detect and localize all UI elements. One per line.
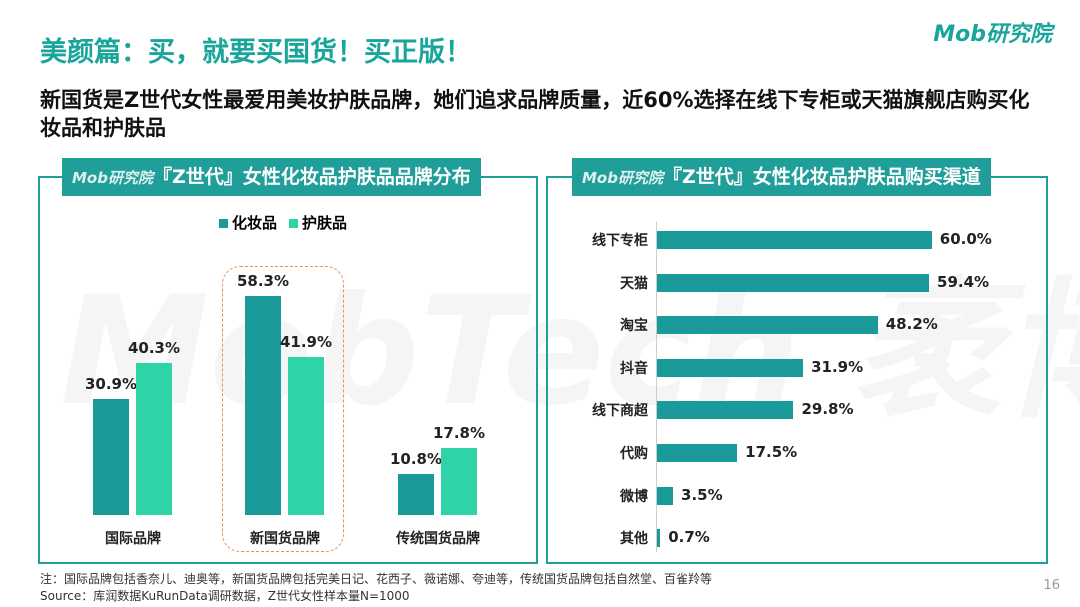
hbar-4 bbox=[657, 401, 794, 420]
data-label: 10.8% bbox=[389, 450, 443, 469]
category-label: 抖音 bbox=[620, 360, 648, 377]
category-label: 国际品牌 bbox=[105, 531, 161, 547]
hbar-2 bbox=[657, 316, 878, 335]
hbar-0 bbox=[657, 231, 932, 249]
bar-0-2 bbox=[398, 474, 434, 515]
data-label: 58.3% bbox=[236, 271, 290, 290]
category-label: 线下专柜 bbox=[592, 233, 648, 249]
category-label: 传统国货品牌 bbox=[396, 531, 480, 547]
bar-1-0 bbox=[136, 363, 172, 515]
data-label: 40.3% bbox=[127, 339, 181, 358]
right-title-prefix: Mob研究院 bbox=[582, 169, 663, 187]
category-label: 淘宝 bbox=[620, 318, 648, 335]
data-label: 31.9% bbox=[811, 357, 864, 376]
legend-item-1: 护肤品 bbox=[289, 212, 347, 233]
data-label: 41.9% bbox=[279, 333, 333, 352]
category-label: 天猫 bbox=[620, 275, 648, 292]
data-label: 3.5% bbox=[681, 485, 723, 504]
bar-1-1 bbox=[288, 357, 324, 515]
bar-1-2 bbox=[441, 448, 477, 515]
right-chart-title: Mob研究院『Z世代』女性化妆品护肤品购买渠道 bbox=[572, 158, 991, 196]
subtitle: 新国货是Z世代女性最爱用美妆护肤品牌，她们追求品牌质量，近60%选择在线下专柜或… bbox=[40, 88, 1030, 140]
right-axis-line bbox=[656, 222, 657, 552]
category-label: 其他 bbox=[620, 531, 648, 548]
legend: 化妆品 护肤品 bbox=[219, 212, 347, 233]
page-title: 美颜篇：买，就要买国货！买正版！ bbox=[40, 37, 472, 68]
data-label: 59.4% bbox=[937, 272, 990, 291]
bar-0-1 bbox=[245, 295, 281, 515]
right-title-text: 『Z世代』女性化妆品护肤品购买渠道 bbox=[662, 166, 981, 188]
highlight-box bbox=[222, 266, 344, 552]
hbar-1 bbox=[657, 273, 930, 292]
data-label: 30.9% bbox=[84, 374, 138, 393]
data-label: 0.7% bbox=[668, 528, 710, 547]
legend-item-0: 化妆品 bbox=[219, 212, 277, 233]
category-label: 线下商超 bbox=[592, 403, 648, 420]
data-label: 17.8% bbox=[432, 424, 486, 443]
bar-0-0 bbox=[93, 398, 129, 515]
page-number: 16 bbox=[1043, 578, 1060, 593]
logo: Mob研究院 bbox=[933, 22, 1052, 47]
category-label: 微博 bbox=[620, 488, 648, 505]
left-title-text: 『Z世代』女性化妆品护肤品品牌分布 bbox=[152, 166, 471, 188]
data-label: 17.5% bbox=[745, 443, 798, 461]
watermark: MobTech 袤博 bbox=[60, 230, 1080, 447]
hbar-6 bbox=[657, 486, 674, 505]
data-label: 60.0% bbox=[939, 230, 992, 248]
hbar-7 bbox=[657, 529, 661, 548]
hbar-5 bbox=[657, 444, 738, 462]
footnote: 注：国际品牌包括香奈儿、迪奥等，新国货品牌包括完美日记、花西子、薇诺娜、夸迪等，… bbox=[40, 572, 713, 586]
category-label: 代购 bbox=[620, 446, 648, 462]
data-label: 29.8% bbox=[801, 400, 854, 419]
data-label: 48.2% bbox=[885, 315, 938, 334]
left-chart-title: Mob研究院『Z世代』女性化妆品护肤品品牌分布 bbox=[62, 158, 481, 196]
hbar-3 bbox=[657, 358, 804, 377]
category-label: 新国货品牌 bbox=[250, 531, 320, 547]
left-title-prefix: Mob研究院 bbox=[72, 169, 153, 187]
source: Source：库润数据KuRunData调研数据，Z世代女性样本量N=1000 bbox=[40, 589, 410, 603]
